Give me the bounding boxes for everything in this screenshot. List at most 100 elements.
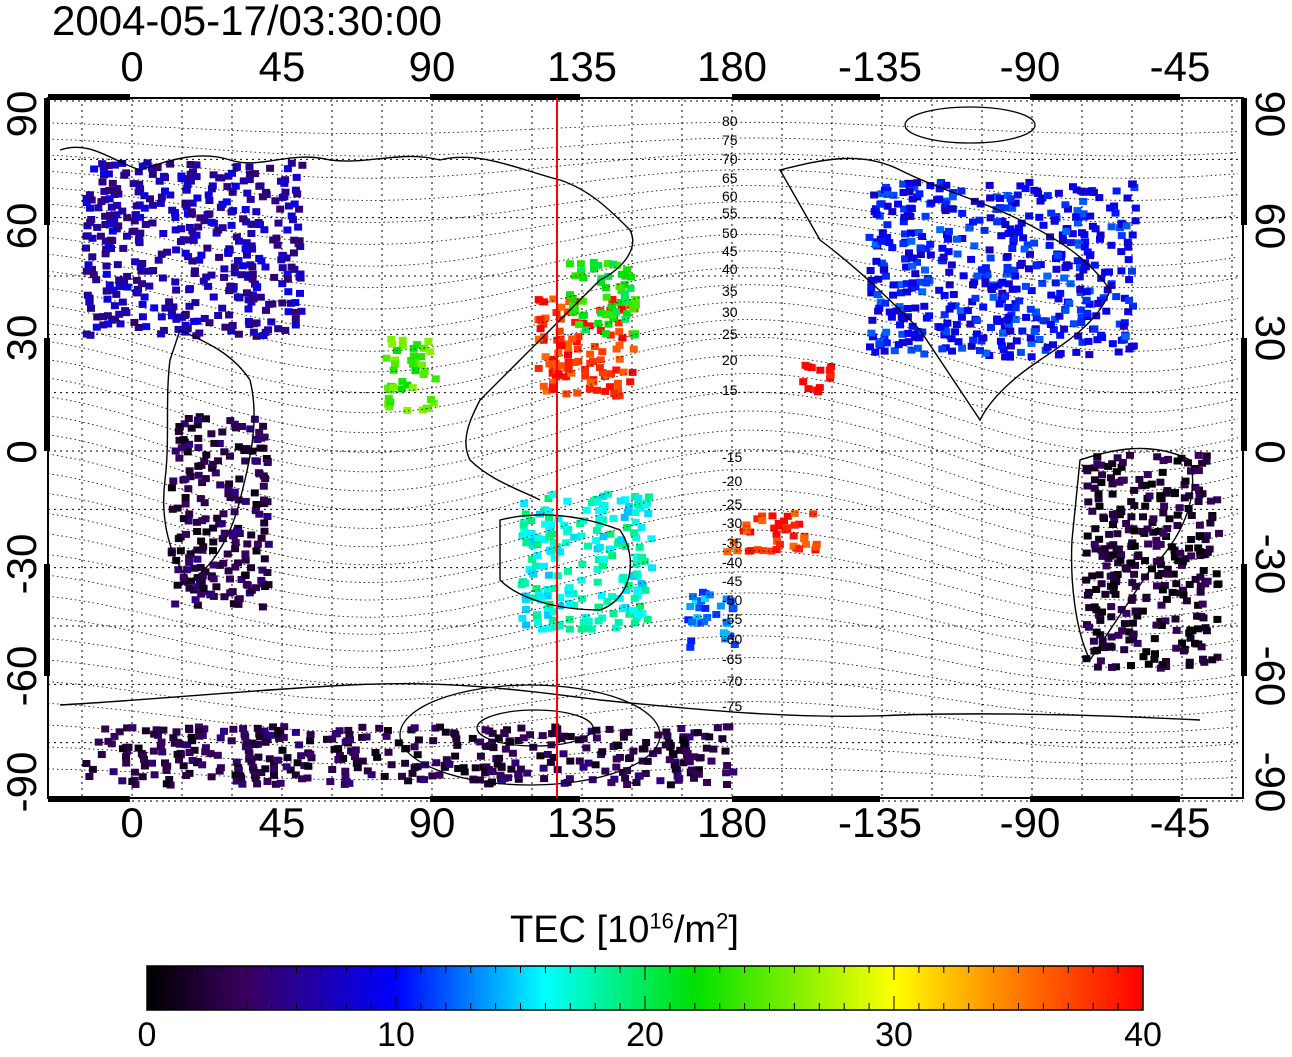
tec-cell (408, 384, 417, 392)
tec-cell (921, 212, 930, 220)
tec-cell (1122, 565, 1131, 573)
tec-cell (1107, 281, 1116, 289)
tec-cell (1196, 548, 1205, 556)
tec-cell (181, 500, 190, 508)
tec-cell (686, 603, 695, 610)
tec-cell (528, 594, 537, 602)
tec-cell (1138, 607, 1147, 615)
tec-cell (1082, 549, 1091, 557)
tec-cell (1080, 231, 1089, 239)
tec-cell (270, 765, 278, 772)
tec-cell (82, 195, 91, 202)
tec-cell (391, 360, 399, 368)
tec-cell (172, 246, 181, 254)
tec-cell (251, 741, 260, 749)
tec-cell (251, 507, 260, 515)
tec-cell (389, 366, 398, 374)
tec-cell (599, 492, 608, 500)
tec-cell (634, 501, 643, 509)
tec-cell (547, 521, 556, 529)
tec-cell (1187, 552, 1196, 560)
tec-cell (799, 378, 808, 386)
tec-cell (1049, 326, 1058, 334)
tec-cell (871, 241, 880, 249)
tec-cell (609, 515, 618, 522)
tec-cell (1130, 486, 1139, 494)
tec-cell (948, 205, 957, 213)
tec-cell (920, 350, 929, 358)
tec-cell (1085, 588, 1093, 596)
tec-cell (1162, 595, 1171, 603)
tec-cell (965, 224, 974, 232)
tec-cell (179, 515, 188, 523)
tec-cell (569, 590, 578, 598)
tec-cell (1107, 613, 1116, 621)
tec-cell (641, 770, 650, 777)
tec-cell (1125, 628, 1134, 636)
tec-cell (867, 289, 876, 297)
tec-cell (193, 583, 202, 591)
tec-cell (136, 185, 145, 193)
tec-cell (260, 555, 269, 563)
tec-cell (598, 562, 607, 570)
tec-cell (488, 729, 497, 737)
tec-cell (905, 249, 913, 257)
tec-cell (123, 744, 132, 752)
tec-cell (471, 764, 480, 772)
tec-cell (109, 286, 118, 294)
tec-cell (1134, 551, 1143, 559)
tec-cell (209, 538, 218, 546)
tec-cell (1056, 350, 1065, 357)
tec-cell (619, 729, 628, 737)
tec-cell (146, 195, 154, 203)
tec-cell (1030, 239, 1039, 247)
tec-cell (1054, 295, 1063, 303)
tec-cell (550, 584, 559, 592)
tec-cell (292, 308, 300, 316)
tec-cell (100, 187, 109, 195)
tec-cell (1206, 519, 1215, 527)
tec-cell (148, 759, 156, 767)
tec-cell (334, 756, 343, 763)
tec-cell (296, 289, 304, 297)
tec-cell (1173, 522, 1182, 529)
tec-cell (218, 224, 227, 232)
tec-cell (1090, 484, 1099, 492)
tec-cell (201, 568, 210, 576)
magnetic-contour (48, 550, 1239, 618)
tec-cell (1124, 526, 1133, 534)
tec-cell (1100, 515, 1108, 522)
tec-cell (945, 281, 954, 289)
tec-cell (1131, 582, 1140, 590)
tec-cell (1163, 565, 1172, 573)
right-tick-bar (1241, 338, 1247, 451)
tec-cell (85, 191, 94, 199)
tec-cell (1034, 189, 1043, 197)
tec-cell (1107, 223, 1116, 231)
tec-cell (179, 436, 188, 444)
tec-cell (243, 251, 251, 259)
tec-cell (230, 488, 239, 496)
tec-cell (692, 597, 700, 605)
tec-cell (166, 191, 175, 199)
tec-cell (344, 726, 353, 734)
tec-cell (606, 530, 615, 538)
tec-cell (1121, 333, 1130, 341)
x-top-tick-label: 135 (546, 43, 618, 90)
tec-cell (570, 533, 579, 541)
tec-cell (1011, 316, 1020, 323)
tec-cell (1120, 646, 1129, 654)
tec-cell (878, 229, 887, 237)
tec-cell (142, 323, 151, 331)
tec-cell (252, 584, 260, 592)
tec-cell (384, 748, 393, 756)
tec-cell (680, 740, 689, 748)
tec-cell (584, 759, 593, 767)
tec-cell (623, 767, 632, 775)
contour-label: -25 (722, 496, 742, 512)
tec-cell (918, 233, 927, 240)
south-magnetic-pole-contour (399, 684, 661, 786)
tec-cell (579, 618, 588, 626)
tec-cell (248, 263, 257, 271)
tec-cell (902, 280, 911, 288)
